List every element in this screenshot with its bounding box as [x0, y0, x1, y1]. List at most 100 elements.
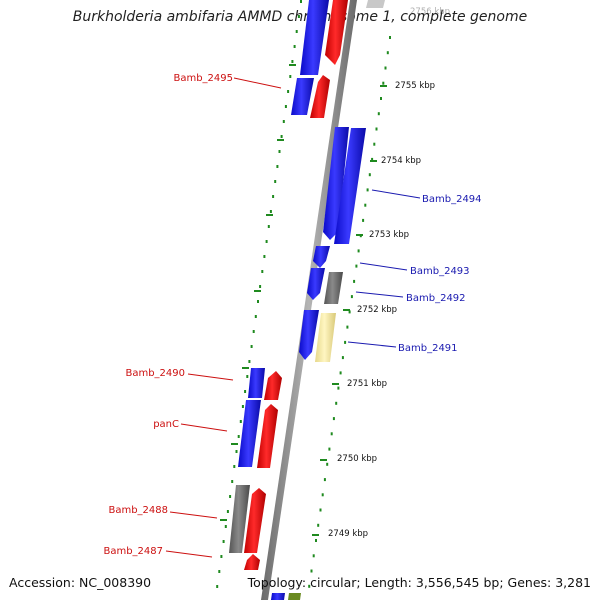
left-ring-dot — [287, 90, 290, 93]
scale-label-2756: 2756 kbp — [410, 7, 450, 17]
scale-label-2753: 2753 kbp — [369, 230, 409, 240]
right-ring-dot — [364, 203, 367, 207]
left-ring-dot — [248, 360, 251, 363]
cds-arrow-panc[interactable] — [238, 400, 261, 467]
gene-label-bamb-2493[interactable]: Bamb_2493 — [410, 266, 470, 277]
leader-bamb-2493 — [359, 262, 408, 271]
gene-arrow-bamb-2487[interactable] — [244, 554, 260, 570]
accession-text: Accession: NC_008390 — [9, 575, 152, 590]
right-ring-dot — [339, 371, 342, 375]
left-ring-dot — [263, 255, 266, 258]
cds-arrow-bamb-2493[interactable] — [313, 246, 330, 268]
right-ring-dot — [353, 279, 356, 283]
left-ring-dot — [291, 60, 294, 63]
trna-bamb-2491[interactable] — [315, 313, 336, 362]
right-ring-dot — [357, 249, 360, 253]
left-ring-dot — [300, 0, 302, 3]
right-ring-dot — [346, 325, 349, 329]
scale-major-ticks — [220, 64, 387, 536]
left-major-tick — [277, 139, 284, 141]
gene-label-bamb-2487[interactable]: Bamb_2487 — [103, 546, 163, 557]
leader-bamb-2490 — [187, 373, 234, 381]
left-ring-dot — [278, 150, 281, 153]
left-ring-dot — [252, 330, 255, 333]
gene-arrow-bamb-2495[interactable] — [310, 75, 330, 118]
right-ring-dot — [337, 386, 340, 390]
gene-arrow-panc[interactable] — [257, 404, 278, 468]
right-ring-dot — [317, 523, 320, 527]
right-ring-dot — [341, 356, 344, 360]
cds-arrow-bamb-2490[interactable] — [248, 368, 265, 398]
pseudogene-bamb-2492[interactable] — [324, 272, 343, 304]
leader-bamb-2491 — [347, 341, 397, 348]
gene-label-bamb-2495[interactable]: Bamb_2495 — [173, 73, 233, 84]
right-major-tick — [356, 234, 363, 236]
leader-bamb-2487 — [165, 550, 213, 558]
cds-arrow-bamb-2495[interactable] — [291, 78, 314, 115]
left-ring-dot — [284, 105, 287, 108]
feature-top-grey[interactable] — [366, 0, 385, 8]
scale-label-2754: 2754 kbp — [381, 156, 421, 166]
right-major-tick — [370, 160, 377, 162]
scale-label-2755: 2755 kbp — [395, 81, 435, 91]
gene-label-bamb-2490[interactable]: Bamb_2490 — [125, 368, 185, 379]
left-ring-dot — [293, 45, 296, 48]
gene-label-panc[interactable]: panC — [153, 419, 179, 430]
left-major-tick — [220, 519, 227, 521]
left-ring-dot — [231, 480, 234, 483]
reverse-strand-features — [244, 0, 348, 570]
left-ring-dot — [265, 240, 268, 243]
left-ring-dot — [241, 405, 244, 408]
gene-label-bamb-2492[interactable]: Bamb_2492 — [406, 293, 466, 304]
right-major-tick — [312, 534, 319, 536]
gene-arrow-bamb-2488[interactable] — [244, 488, 266, 553]
feature-bottom-green[interactable] — [288, 593, 301, 600]
cds-arrow-bottom[interactable] — [271, 593, 285, 600]
left-ring-dot — [218, 570, 221, 573]
right-ring-dot — [377, 112, 380, 116]
left-ring-dot — [239, 420, 242, 423]
right-ring-dot — [312, 554, 315, 558]
scale-labels: 2756 kbp 2755 kbp 2754 kbp 2753 kbp 2752… — [328, 7, 450, 539]
left-ring-dot — [272, 195, 275, 198]
gene-label-bamb-2488[interactable]: Bamb_2488 — [108, 505, 168, 516]
cds-arrow-bamb-2491[interactable] — [299, 310, 319, 360]
scale-label-2751: 2751 kbp — [347, 379, 387, 389]
right-ring-dot — [330, 432, 333, 436]
right-ring-dot — [350, 295, 353, 299]
left-ring-dot — [250, 345, 253, 348]
right-ring-dot — [386, 51, 389, 55]
gene-arrow-bamb-2495-top[interactable] — [325, 0, 348, 65]
right-ring-dot — [323, 478, 326, 482]
leader-lines — [165, 77, 421, 558]
gene-label-bamb-2491[interactable]: Bamb_2491 — [398, 343, 458, 354]
left-ring-dot — [297, 15, 300, 18]
left-ring-dot — [267, 225, 270, 228]
left-ring-dot — [237, 435, 240, 438]
pseudogene-bamb-2488[interactable] — [229, 485, 250, 553]
right-ring-dot — [326, 462, 329, 466]
left-ring-dot — [233, 465, 236, 468]
right-major-tick — [343, 309, 350, 311]
right-ring-dot — [348, 310, 351, 314]
gene-arrow-bamb-2490[interactable] — [264, 371, 282, 400]
left-major-tick — [266, 214, 273, 216]
cds-arrow-bamb-2494-a[interactable] — [323, 127, 349, 240]
right-ring-dot — [366, 188, 369, 192]
leader-bamb-2488 — [169, 511, 218, 519]
left-ring-dot — [269, 210, 272, 213]
right-ring-dot — [308, 584, 311, 588]
left-scale-ring — [216, 0, 302, 588]
left-ring-dot — [226, 510, 229, 513]
cds-arrow-bamb-2492[interactable] — [307, 268, 325, 300]
left-ring-dot — [254, 315, 257, 318]
cds-arrow-bamb-2495-top[interactable] — [300, 0, 329, 75]
right-ring-dot — [380, 97, 382, 100]
gene-label-bamb-2494[interactable]: Bamb_2494 — [422, 194, 482, 205]
cds-arrow-bamb-2494-b[interactable] — [334, 128, 366, 244]
left-ring-dot — [261, 270, 264, 273]
left-ring-dot — [289, 75, 292, 78]
right-ring-dot — [310, 569, 313, 573]
left-ring-dot — [220, 555, 223, 558]
